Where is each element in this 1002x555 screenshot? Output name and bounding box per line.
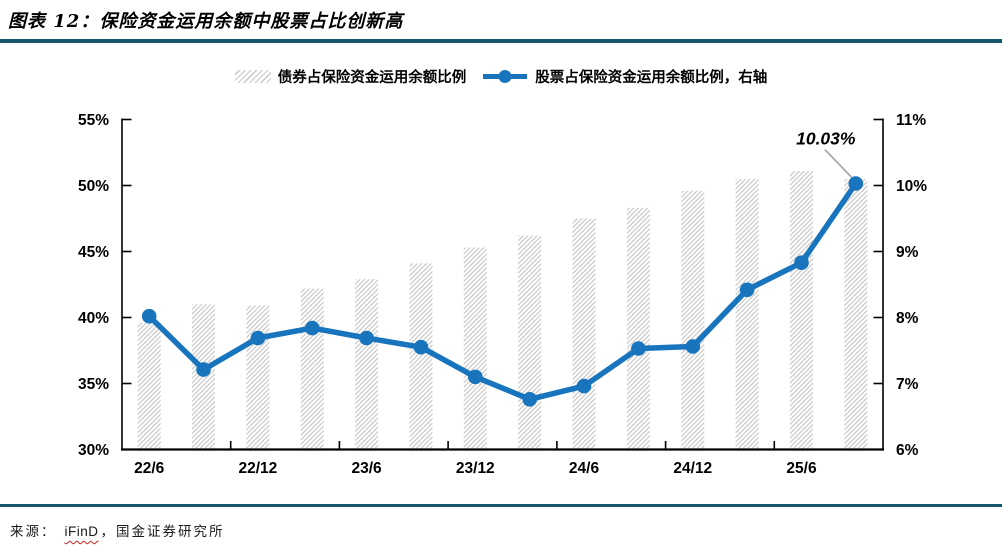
x-axis-label: 24/12 bbox=[673, 460, 712, 477]
x-axis-label: 22/6 bbox=[134, 460, 165, 477]
x-axis-label: 23/12 bbox=[456, 460, 495, 477]
annotation-label: 10.03% bbox=[796, 129, 856, 149]
stock-dot bbox=[739, 282, 755, 298]
stock-dot bbox=[468, 369, 483, 385]
stock-dot bbox=[631, 341, 646, 356]
bond-bar bbox=[572, 218, 596, 450]
bond-bar bbox=[844, 178, 868, 450]
source-prefix: 来源： bbox=[10, 524, 57, 539]
bond-bar bbox=[518, 235, 542, 450]
stock-dot bbox=[359, 330, 374, 346]
right-axis-label: 8% bbox=[896, 310, 919, 327]
bond-bar bbox=[246, 305, 270, 450]
stock-dot bbox=[522, 392, 537, 407]
bond-bar bbox=[409, 263, 433, 450]
right-axis-label: 11% bbox=[896, 112, 926, 129]
left-axis-label: 35% bbox=[78, 376, 109, 393]
stock-dot bbox=[141, 308, 157, 324]
x-axis-label: 23/6 bbox=[352, 460, 383, 477]
right-axis-label: 9% bbox=[896, 244, 919, 261]
figure-title: 图表 12：保险资金运用余额中股票占比创新高 bbox=[8, 11, 404, 32]
left-axis-label: 30% bbox=[78, 442, 109, 459]
left-axis-label: 55% bbox=[78, 112, 109, 129]
left-axis-label: 45% bbox=[78, 244, 109, 261]
stock-line-legend-swatch-icon bbox=[483, 69, 528, 83]
title-divider bbox=[0, 39, 1002, 43]
bond-bar bbox=[681, 190, 705, 450]
bond-bar bbox=[300, 288, 324, 450]
source-note: 来源： iFinD ，国金证券研究所 bbox=[10, 520, 992, 540]
chart-legend: 债券占保险资金运用余额比例 股票占保险资金运用余额比例，右轴 bbox=[0, 63, 1002, 89]
right-axis-label: 6% bbox=[896, 442, 919, 459]
stock-dot bbox=[685, 339, 701, 354]
legend-item-stocks: 股票占保险资金运用余额比例，右轴 bbox=[482, 66, 767, 87]
bond-bar bbox=[790, 171, 813, 450]
stock-dot bbox=[794, 255, 809, 270]
stock-dot bbox=[848, 176, 864, 191]
stock-dot bbox=[413, 339, 429, 355]
bond-bar bbox=[355, 279, 379, 450]
source-name: iFinD bbox=[64, 524, 99, 539]
legend-item-bonds: 债券占保险资金运用余额比例 bbox=[234, 66, 467, 87]
x-axis-label: 24/6 bbox=[569, 460, 600, 477]
bond-bar-legend-swatch-icon bbox=[234, 69, 271, 83]
bond-bar bbox=[463, 247, 487, 450]
legend-label-bonds: 债券占保险资金运用余额比例 bbox=[277, 69, 467, 86]
left-axis-label: 40% bbox=[78, 310, 109, 327]
left-axis-label: 50% bbox=[78, 178, 109, 195]
right-axis-label: 10% bbox=[896, 178, 927, 195]
x-axis-label: 22/12 bbox=[239, 460, 278, 477]
stock-dot bbox=[196, 362, 211, 377]
stock-dot bbox=[305, 320, 320, 336]
footer-divider bbox=[0, 504, 1002, 507]
stock-line bbox=[146, 180, 859, 403]
stock-dot bbox=[250, 330, 266, 346]
source-suffix: ，国金证券研究所 bbox=[100, 524, 225, 539]
legend-label-stocks: 股票占保险资金运用余额比例，右轴 bbox=[535, 69, 768, 86]
bond-bar bbox=[735, 178, 759, 450]
x-axis-label: 25/6 bbox=[786, 460, 817, 477]
stock-dot bbox=[576, 378, 592, 394]
bond-bar bbox=[626, 207, 650, 450]
bond-bar bbox=[137, 322, 161, 450]
annotation-leader-line bbox=[824, 148, 853, 179]
right-axis-label: 7% bbox=[896, 376, 919, 393]
